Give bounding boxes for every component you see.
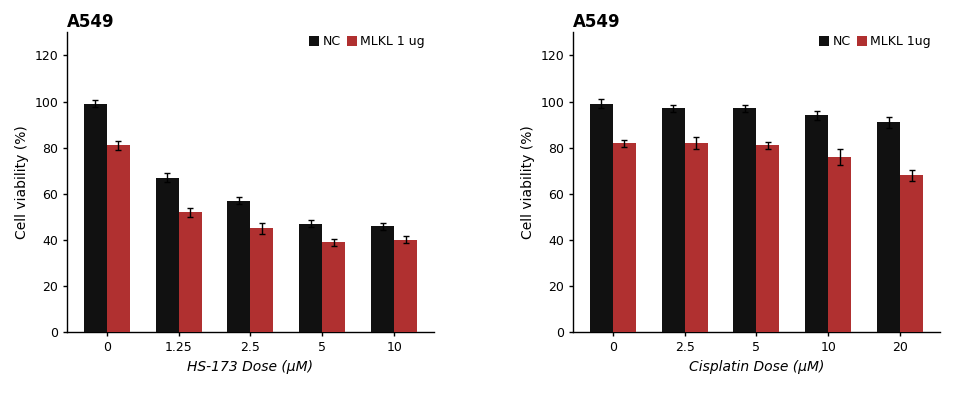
Bar [178,212,201,332]
X-axis label: Cisplatin Dose (μM): Cisplatin Dose (μM) [689,360,824,374]
Bar [901,175,924,332]
Bar [394,240,417,332]
Bar [371,226,394,332]
Bar [685,143,708,332]
Bar [590,104,613,332]
Text: A549: A549 [67,13,115,31]
Bar [829,157,852,332]
Y-axis label: Cell viability (%): Cell viability (%) [14,126,29,239]
Bar [155,178,178,332]
Bar [227,201,250,332]
Text: A549: A549 [573,13,620,31]
Bar [757,145,780,332]
Legend: NC, MLKL 1ug: NC, MLKL 1ug [816,33,933,51]
Bar [322,242,345,332]
Bar [83,104,106,332]
Bar [806,115,829,332]
Bar [299,224,322,332]
Bar [613,143,636,332]
Y-axis label: Cell viability (%): Cell viability (%) [521,126,535,239]
Bar [734,109,757,332]
Legend: NC, MLKL 1 ug: NC, MLKL 1 ug [306,33,428,51]
Bar [250,228,273,332]
X-axis label: HS-173 Dose (μM): HS-173 Dose (μM) [187,360,314,374]
Bar [877,122,901,332]
Bar [106,145,129,332]
Bar [662,109,685,332]
